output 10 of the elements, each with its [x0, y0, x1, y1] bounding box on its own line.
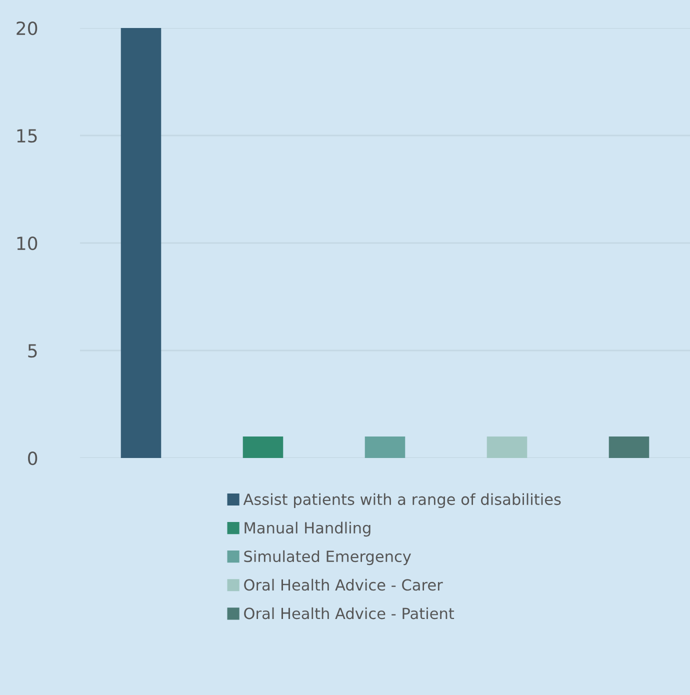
- legend-label: Simulated Emergency: [244, 550, 411, 566]
- legend-label: Oral Health Advice - Patient: [244, 607, 454, 620]
- legend-label: Assist patients with a range of disabilities: [243, 493, 561, 508]
- legend-label: Manual Handling: [244, 522, 370, 537]
- y-tick-label: 20: [16, 21, 38, 36]
- y-tick-label: 5: [28, 344, 37, 358]
- y-tick-label: 0: [28, 451, 38, 466]
- legend-label: Oral Health Advice - Carer: [244, 578, 443, 591]
- y-tick-label: 10: [17, 236, 38, 250]
- y-tick-label: 15: [17, 129, 37, 143]
